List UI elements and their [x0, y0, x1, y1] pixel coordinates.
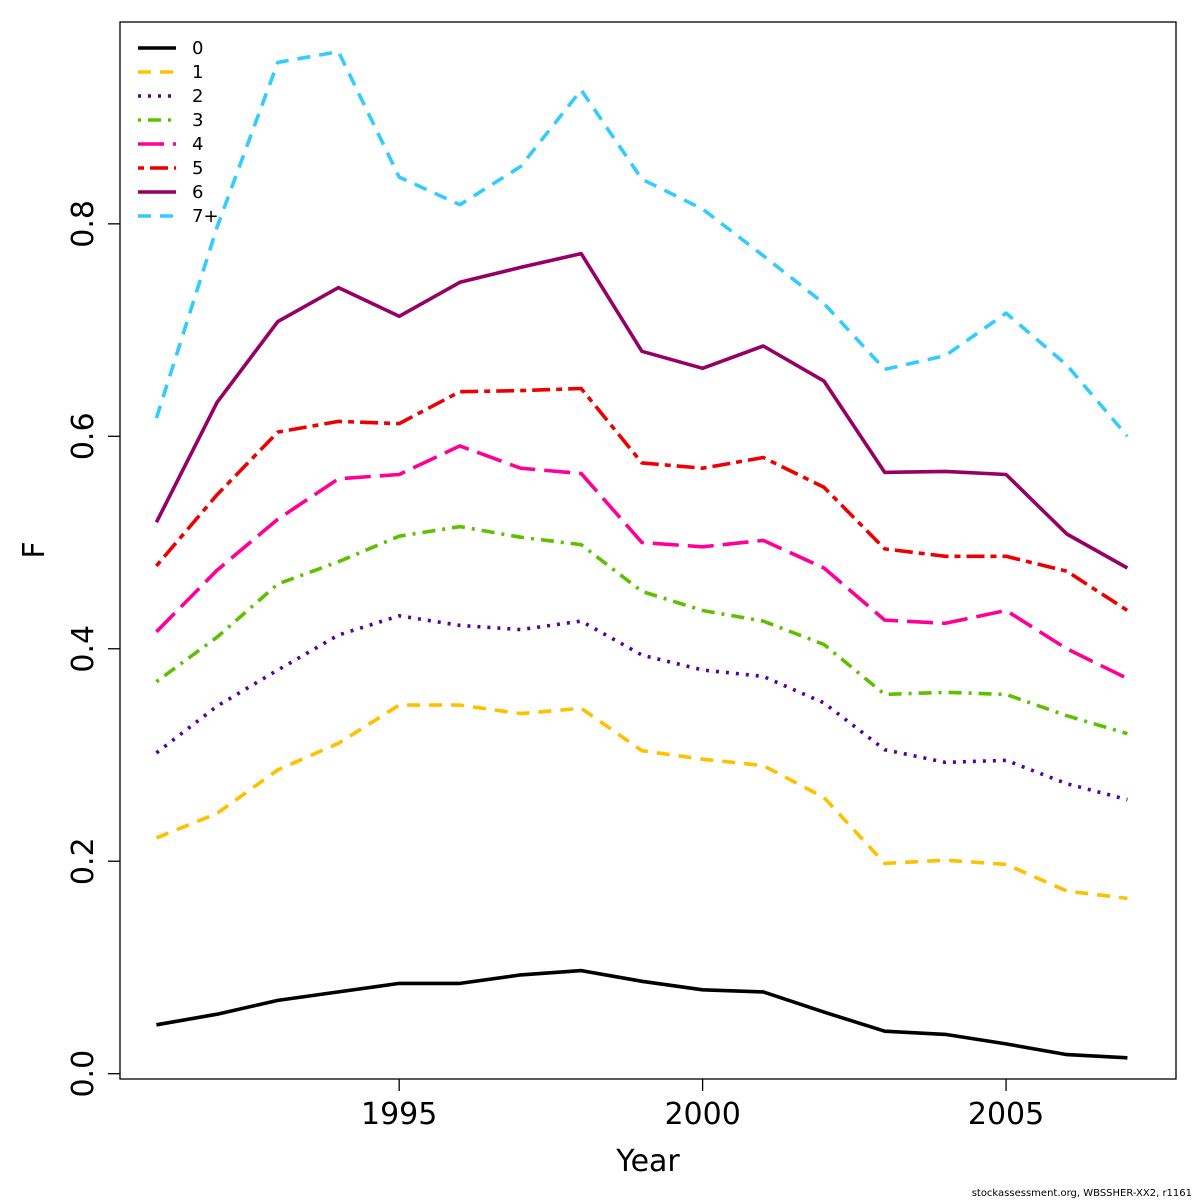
- series-line-5: [155, 386, 1129, 613]
- x-tick-label: 2000: [664, 1097, 740, 1132]
- series-line-2: [155, 613, 1128, 802]
- legend-label-7: 7+: [192, 206, 219, 227]
- series-line-6: [154, 251, 1129, 570]
- y-tick-label: 0.8: [66, 200, 101, 248]
- series-line-0: [156, 968, 1128, 1060]
- x-axis: 1995 2000 2005: [361, 1079, 1044, 1132]
- series-line-1: [155, 703, 1128, 901]
- footer-credit: stockassessment.org, WBSSHER-XX2, r1161: [972, 1188, 1192, 1199]
- legend: 0 1 2 3 4 5 6 7+: [138, 38, 219, 227]
- y-tick-label: 0.2: [66, 837, 101, 885]
- y-tick-label: 0.0: [66, 1050, 101, 1098]
- legend-label-0: 0: [192, 38, 203, 59]
- y-axis-label: F: [17, 541, 52, 558]
- legend-label-5: 5: [192, 158, 203, 179]
- x-tick-label: 2005: [968, 1097, 1044, 1132]
- series-line-4: [155, 444, 1129, 681]
- series-line-7: [154, 49, 1129, 438]
- y-tick-label: 0.4: [66, 625, 101, 673]
- legend-label-6: 6: [192, 182, 203, 203]
- y-tick-label: 0.6: [66, 412, 101, 460]
- plot-frame: [119, 21, 1177, 1080]
- series-line-3: [155, 524, 1128, 736]
- legend-label-1: 1: [192, 62, 203, 83]
- x-tick-label: 1995: [361, 1097, 437, 1132]
- x-axis-label: Year: [615, 1144, 680, 1179]
- series-layer: [154, 49, 1129, 1060]
- legend-label-4: 4: [192, 134, 203, 155]
- legend-label-2: 2: [192, 86, 203, 107]
- y-axis: 0.0 0.2 0.4 0.6 0.8: [66, 200, 120, 1098]
- legend-label-3: 3: [192, 110, 203, 131]
